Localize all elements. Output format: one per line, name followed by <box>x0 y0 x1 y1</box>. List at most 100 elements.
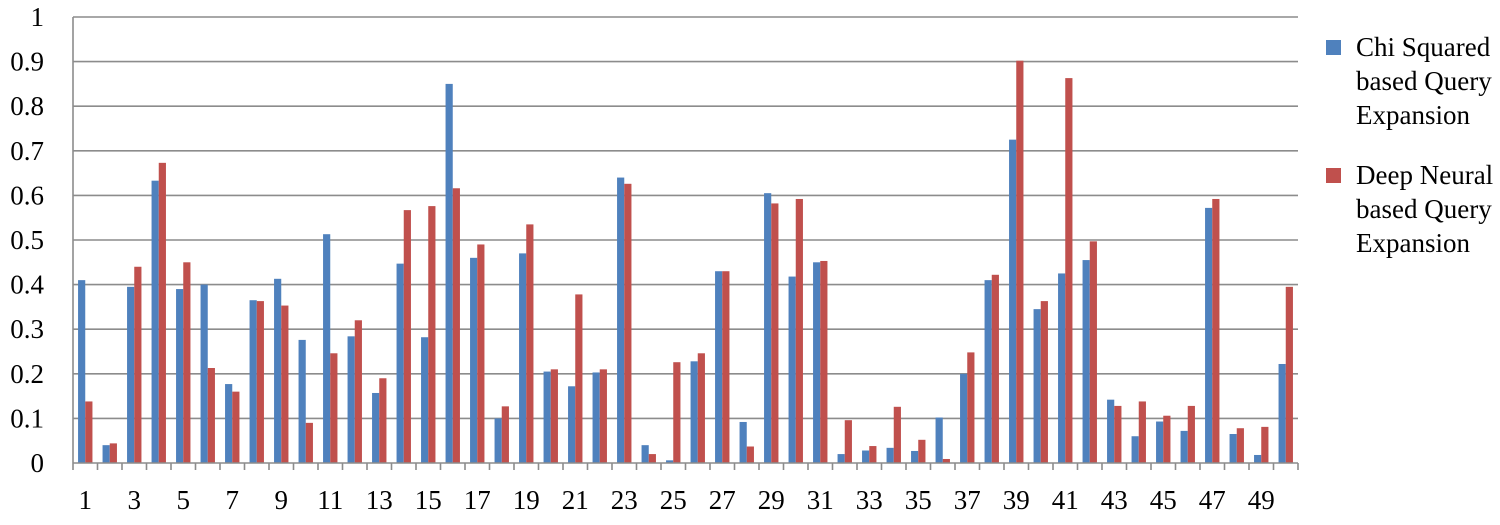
bar-deep-neural <box>207 368 215 463</box>
bar-chi-squared <box>494 418 502 463</box>
bar-chi-squared <box>1205 207 1213 463</box>
bar-deep-neural <box>746 446 754 463</box>
bar-deep-neural <box>795 198 803 463</box>
bar-chi-squared <box>739 421 747 463</box>
bar-chi-squared <box>764 193 772 464</box>
bar-deep-neural <box>403 210 411 463</box>
bar-chi-squared <box>1156 421 1164 463</box>
x-tick-label: 35 <box>905 485 932 515</box>
bar-deep-neural <box>330 353 338 463</box>
bar-deep-neural <box>526 224 534 463</box>
x-tick-label: 9 <box>275 485 289 515</box>
bar-chi-squared <box>421 337 429 463</box>
bar-chi-squared <box>102 445 110 463</box>
x-tick-label: 45 <box>1150 485 1177 515</box>
bar-deep-neural <box>893 406 901 463</box>
bar-chi-squared <box>1278 363 1286 463</box>
x-tick-label: 27 <box>709 485 736 515</box>
bar-deep-neural <box>722 271 730 463</box>
bar-chi-squared <box>274 278 282 463</box>
x-tick-label: 23 <box>611 485 638 515</box>
y-tick-label: 0.4 <box>10 270 44 300</box>
bar-chi-squared <box>617 177 625 463</box>
bar-deep-neural <box>967 352 975 463</box>
bar-deep-neural <box>942 458 950 463</box>
bar-deep-neural <box>869 446 877 463</box>
bar-chi-squared <box>837 454 845 463</box>
bar-deep-neural <box>1138 401 1146 463</box>
bar-deep-neural <box>1163 415 1171 463</box>
bar-chi-squared <box>592 372 600 463</box>
bar-chi-squared <box>568 386 576 463</box>
legend: Chi Squared based Query Expansion Deep N… <box>1326 30 1496 286</box>
bar-chi-squared <box>886 447 894 463</box>
x-tick-label: 33 <box>856 485 883 515</box>
bar-deep-neural <box>183 262 191 463</box>
x-tick-label: 19 <box>513 485 540 515</box>
bar-deep-neural <box>820 260 828 463</box>
x-tick-label: 37 <box>954 485 981 515</box>
bar-chi-squared <box>1009 139 1017 463</box>
bar-chi-squared <box>372 392 380 463</box>
bar-chi-squared <box>788 276 796 463</box>
bar-chi-squared <box>470 257 478 463</box>
bars <box>78 60 1293 464</box>
bar-deep-neural <box>575 294 583 463</box>
bar-chi-squared <box>1229 434 1237 463</box>
bar-chi-squared <box>813 262 821 463</box>
bar-deep-neural <box>844 420 852 463</box>
bar-deep-neural <box>379 378 387 463</box>
bar-chi-squared <box>935 417 943 463</box>
legend-item-deep-neural: Deep Neural based Query Expansion <box>1326 158 1496 260</box>
bar-deep-neural <box>305 422 313 463</box>
y-tick-label: 0.6 <box>10 180 44 210</box>
bar-deep-neural <box>1065 78 1073 464</box>
bar-deep-neural <box>428 206 436 463</box>
bar-deep-neural <box>452 188 460 463</box>
bar-deep-neural <box>599 369 607 463</box>
bar-chi-squared <box>911 450 919 463</box>
bar-chi-squared <box>690 361 698 463</box>
bar-chi-squared <box>347 336 355 463</box>
x-tick-label: 1 <box>79 485 93 515</box>
bar-chi-squared <box>249 300 257 463</box>
y-tick-label: 0.7 <box>10 136 44 166</box>
bar-deep-neural <box>624 183 632 463</box>
bar-chi-squared <box>1107 399 1115 463</box>
bar-chi-squared <box>323 234 331 463</box>
bar-deep-neural <box>1114 405 1122 463</box>
bar-deep-neural <box>1285 286 1293 463</box>
bar-deep-neural <box>1261 426 1269 463</box>
bar-deep-neural <box>85 401 93 463</box>
bar-chi-squared <box>666 460 674 463</box>
bar-deep-neural <box>1187 405 1195 463</box>
bar-chi-squared <box>225 384 233 463</box>
bar-chi-squared <box>641 445 649 463</box>
bar-deep-neural <box>648 454 656 463</box>
axes <box>72 17 1299 470</box>
bar-chi-squared <box>543 371 551 463</box>
bar-deep-neural <box>1212 198 1220 463</box>
legend-label-chi-squared: Chi Squared based Query Expansion <box>1356 32 1492 130</box>
x-tick-label: 21 <box>562 485 589 515</box>
y-tick-label: 0.1 <box>10 403 44 433</box>
legend-swatch-chi-squared <box>1326 40 1341 55</box>
y-tick-label: 0.3 <box>10 314 44 344</box>
x-tick-label: 25 <box>660 485 687 515</box>
bar-chi-squared <box>396 263 404 463</box>
x-tick-label: 39 <box>1003 485 1030 515</box>
bar-deep-neural <box>697 353 705 463</box>
legend-swatch-deep-neural <box>1326 168 1341 183</box>
bar-chi-squared <box>127 286 135 463</box>
bar-chi-squared <box>1254 454 1262 463</box>
y-tick-label: 0.9 <box>10 47 44 77</box>
x-tick-label: 17 <box>464 485 491 515</box>
bar-deep-neural <box>256 301 264 463</box>
x-tick-label: 15 <box>415 485 442 515</box>
x-tick-label: 29 <box>758 485 785 515</box>
bar-deep-neural <box>281 305 289 463</box>
bar-chi-squared <box>200 284 208 463</box>
bar-deep-neural <box>354 320 362 463</box>
bar-deep-neural <box>673 362 681 463</box>
